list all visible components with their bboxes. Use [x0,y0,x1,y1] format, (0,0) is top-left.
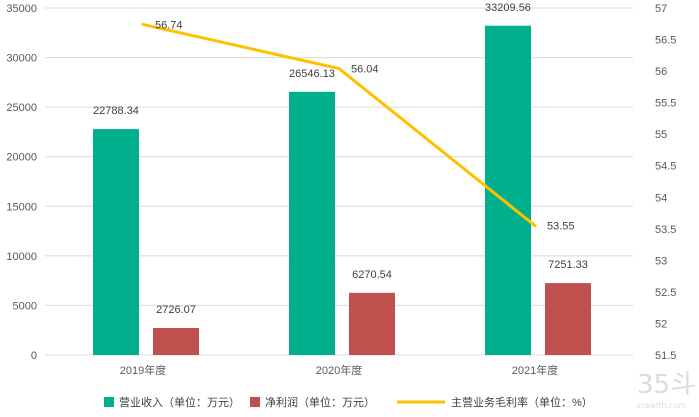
y-right-tick-label: 54 [655,192,667,204]
line-path [142,22,536,227]
y-right-tick-label: 55.5 [655,98,676,110]
bar-data-label: 6270.54 [352,269,392,281]
bar-series: 22788.34 26546.13 33209.56 2726.07 6270.54 72… [93,2,591,355]
bar [545,283,591,355]
x-tick-label: 2019年度 [120,363,166,377]
line-series: 56.74 56.04 53.55 [141,19,575,233]
legend-label: 营业收入（单位：万元） [119,395,240,409]
y-right-tick-label: 52 [655,318,667,330]
bar [349,292,395,355]
legend-label: 主营业务毛利率（单位：%） [451,395,593,409]
watermark-site: vcearth.com [636,401,686,410]
bar [289,91,335,355]
y-right-tick-label: 57 [655,3,667,15]
bar [93,129,139,355]
bar-data-label: 33209.56 [485,2,531,14]
bar-data-label: 26546.13 [289,68,335,80]
y-right-tick-label: 51.5 [655,350,676,362]
x-tick-label: 2020年度 [316,363,362,377]
bar-data-label: 2726.07 [156,304,196,316]
right-y-axis: 51.5 52 52.5 53 53.5 54 54.5 55 55.5 56 56.5 57 [655,3,676,362]
y-right-tick-label: 56 [655,66,667,78]
y-left-tick-label: 30000 [6,53,37,65]
y-right-tick-label: 53 [655,255,667,267]
legend-swatch [250,397,260,407]
line-point [141,22,145,26]
x-axis-ticks: 2019年度 2020年度 2021年度 [120,363,558,377]
bar [153,327,199,355]
line-data-label: 53.55 [547,221,575,233]
bar-data-label: 7251.33 [548,259,588,271]
legend-swatch [104,397,114,407]
left-y-axis: 0 5000 10000 15000 20000 25000 30000 35000 [6,3,37,362]
y-left-tick-label: 0 [31,350,37,362]
y-right-tick-label: 55 [655,129,667,141]
y-left-tick-label: 10000 [6,251,37,263]
line-point [337,67,341,71]
legend: 营业收入（单位：万元） 净利润（单位：万元） 主营业务毛利率（单位：%） [104,395,593,409]
y-left-tick-label: 35000 [6,3,37,15]
y-left-tick-label: 5000 [13,300,37,312]
line-point [533,224,537,228]
gridlines [45,7,633,306]
legend-label: 净利润（单位：万元） [265,395,375,409]
watermark-brand: 35斗 [637,370,696,400]
y-left-tick-label: 20000 [6,152,37,164]
y-right-tick-label: 56.5 [655,35,676,47]
y-left-tick-label: 15000 [6,201,37,213]
line-data-label: 56.74 [155,19,183,31]
watermark-logo: 35斗 vcearth.com [636,370,696,410]
y-right-tick-label: 52.5 [655,287,676,299]
y-right-tick-label: 54.5 [655,161,676,173]
bar-data-label: 22788.34 [93,105,139,117]
y-left-tick-label: 25000 [6,102,37,114]
line-data-label: 56.04 [351,64,379,76]
x-tick-label: 2021年度 [512,363,558,377]
y-right-tick-label: 53.5 [655,224,676,236]
